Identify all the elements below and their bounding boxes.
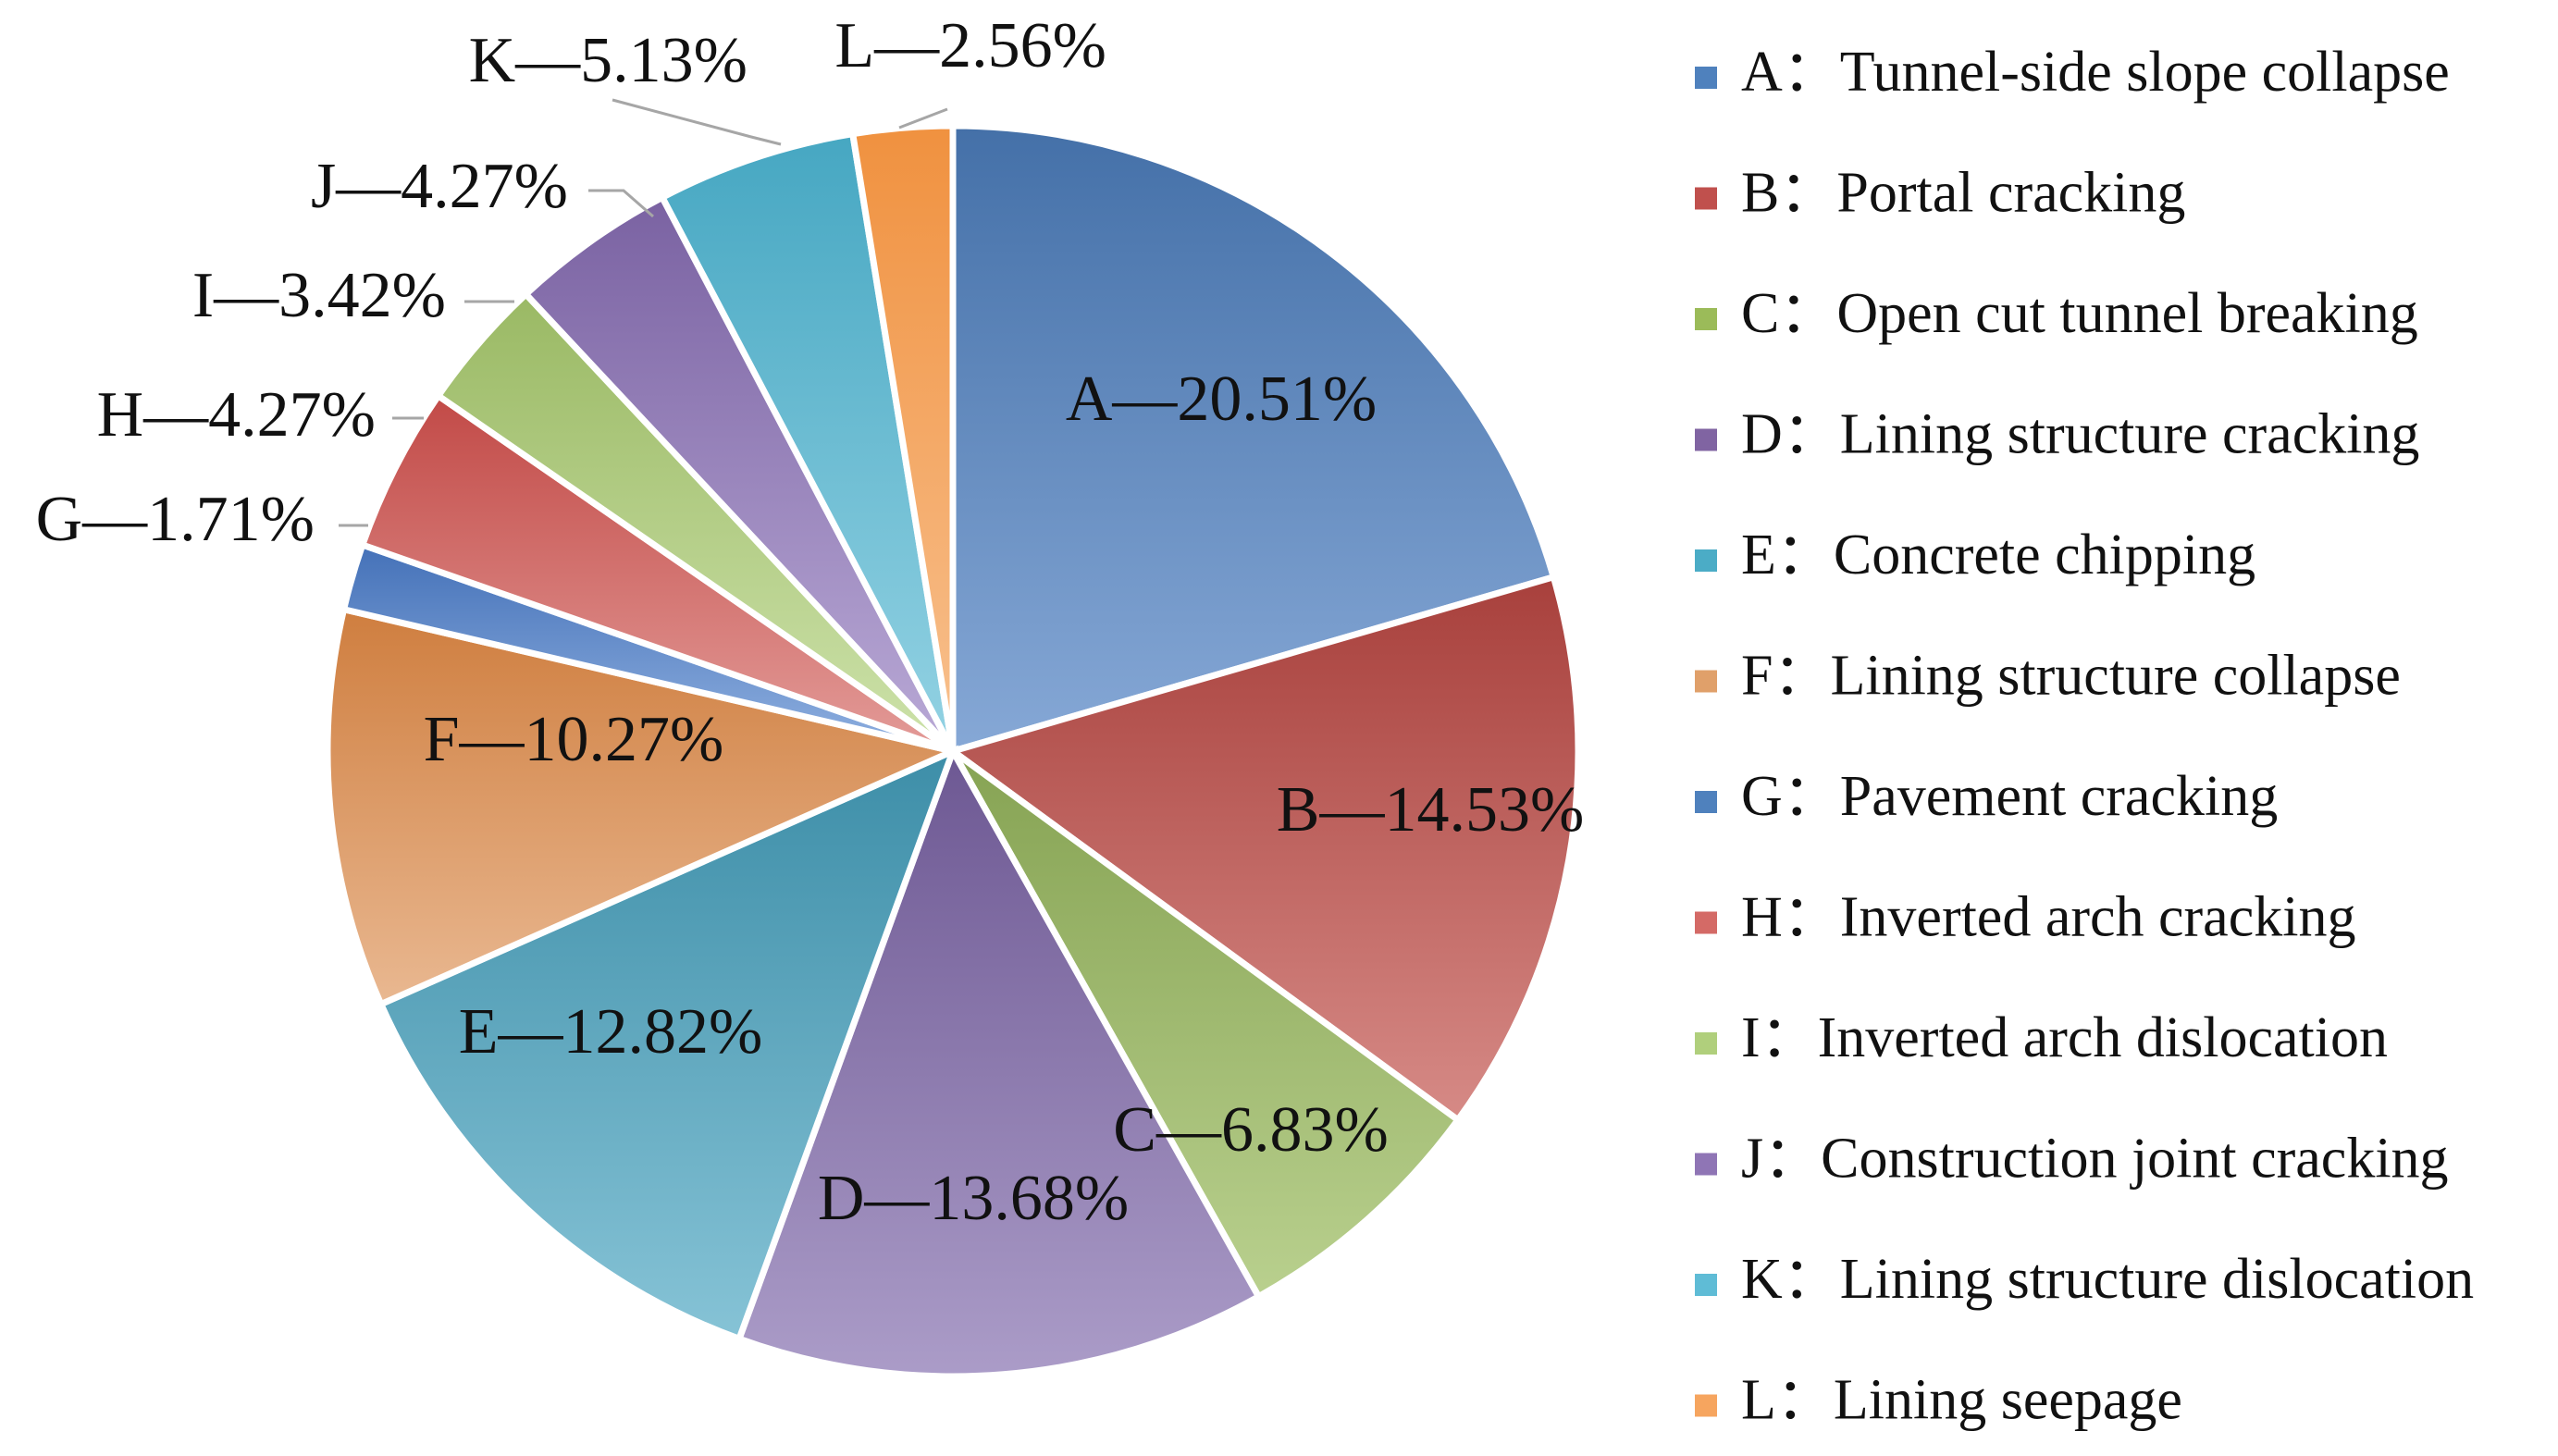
pie-slice-k xyxy=(658,130,957,753)
slice-label-e: E—12.82% xyxy=(459,996,763,1067)
legend-item-g: G：Pavement cracking xyxy=(1695,765,2278,828)
legend-item-j: J：Construction joint cracking xyxy=(1695,1128,2449,1191)
legend: A：Tunnel-side slope collapse B：Portal cra… xyxy=(1695,41,2474,1432)
slice-label-k: K—5.13% xyxy=(469,25,748,96)
legend-item-e: E：Concrete chipping xyxy=(1695,524,2255,586)
legend-label-l: L：Lining seepage xyxy=(1741,1369,2182,1432)
legend-label-e: E：Concrete chipping xyxy=(1741,524,2255,586)
slice-label-l: L—2.56% xyxy=(834,10,1106,81)
pie-slice-e xyxy=(377,745,959,1343)
legend-swatch-k xyxy=(1695,1274,1717,1296)
legend-label-i: I：Inverted arch dislocation xyxy=(1741,1006,2388,1069)
legend-item-h: H：Inverted arch cracking xyxy=(1695,886,2355,949)
legend-swatch-d xyxy=(1695,428,1717,451)
slice-label-g: G—1.71% xyxy=(36,484,315,555)
legend-label-f: F：Lining structure collapse xyxy=(1741,645,2401,708)
slice-label-j: J—4.27% xyxy=(311,151,568,222)
legend-item-i: I：Inverted arch dislocation xyxy=(1695,1006,2388,1069)
pie-slices xyxy=(324,122,1582,1380)
legend-item-c: C：Open cut tunnel breaking xyxy=(1695,282,2418,345)
legend-label-c: C：Open cut tunnel breaking xyxy=(1741,282,2418,345)
leader-line-j xyxy=(588,189,654,218)
legend-label-b: B：Portal cracking xyxy=(1741,162,2185,225)
legend-swatch-g xyxy=(1695,791,1717,813)
legend-swatch-c xyxy=(1695,308,1717,330)
slice-label-a: A—20.51% xyxy=(1066,364,1377,435)
leader-line-k xyxy=(612,98,782,146)
legend-label-k: K：Lining structure dislocation xyxy=(1741,1248,2474,1311)
pie-slice-a xyxy=(949,122,1558,756)
legend-label-d: D：Lining structure cracking xyxy=(1741,403,2419,466)
legend-item-l: L：Lining seepage xyxy=(1695,1369,2182,1432)
legend-item-a: A：Tunnel-side slope collapse xyxy=(1695,41,2450,104)
legend-swatch-l xyxy=(1695,1394,1717,1417)
legend-swatch-b xyxy=(1695,187,1717,210)
legend-item-k: K：Lining structure dislocation xyxy=(1695,1248,2474,1311)
legend-label-a: A：Tunnel-side slope collapse xyxy=(1741,41,2450,104)
pie-slice-h xyxy=(358,390,955,755)
slice-label-b: B—14.53% xyxy=(1277,774,1585,845)
legend-item-d: D：Lining structure cracking xyxy=(1695,403,2419,466)
legend-label-j: J：Construction joint cracking xyxy=(1741,1128,2449,1191)
slice-label-c: C—6.83% xyxy=(1113,1094,1389,1166)
slice-label-f: F—10.27% xyxy=(424,704,724,775)
slice-label-i: I—3.42% xyxy=(192,260,446,331)
slice-labels: A—20.51% B—14.53% C—6.83%D—13.68% E—12.82% F… xyxy=(36,10,1585,1234)
legend-swatch-e xyxy=(1695,549,1717,572)
pie-slice-b xyxy=(945,573,1582,1125)
leader-line-l xyxy=(898,107,948,130)
pie-slice-f xyxy=(324,605,963,1009)
pie-slice-j xyxy=(521,192,957,754)
legend-swatch-j xyxy=(1695,1153,1717,1176)
legend-item-f: F：Lining structure collapse xyxy=(1695,645,2401,708)
pie-slice-c xyxy=(949,748,1463,1302)
legend-swatch-i xyxy=(1695,1032,1717,1055)
pie-slice-d xyxy=(735,743,1264,1380)
legend-label-g: G：Pavement cracking xyxy=(1741,765,2278,828)
slice-label-d: D—13.68% xyxy=(818,1163,1129,1234)
legend-swatch-f xyxy=(1695,670,1717,693)
legend-item-b: B：Portal cracking xyxy=(1695,162,2185,225)
slice-label-h: H—4.27% xyxy=(97,379,376,450)
legend-label-h: H：Inverted arch cracking xyxy=(1741,886,2355,949)
legend-swatch-h xyxy=(1695,911,1717,934)
legend-swatch-a xyxy=(1695,67,1717,89)
leader-lines xyxy=(339,98,948,527)
